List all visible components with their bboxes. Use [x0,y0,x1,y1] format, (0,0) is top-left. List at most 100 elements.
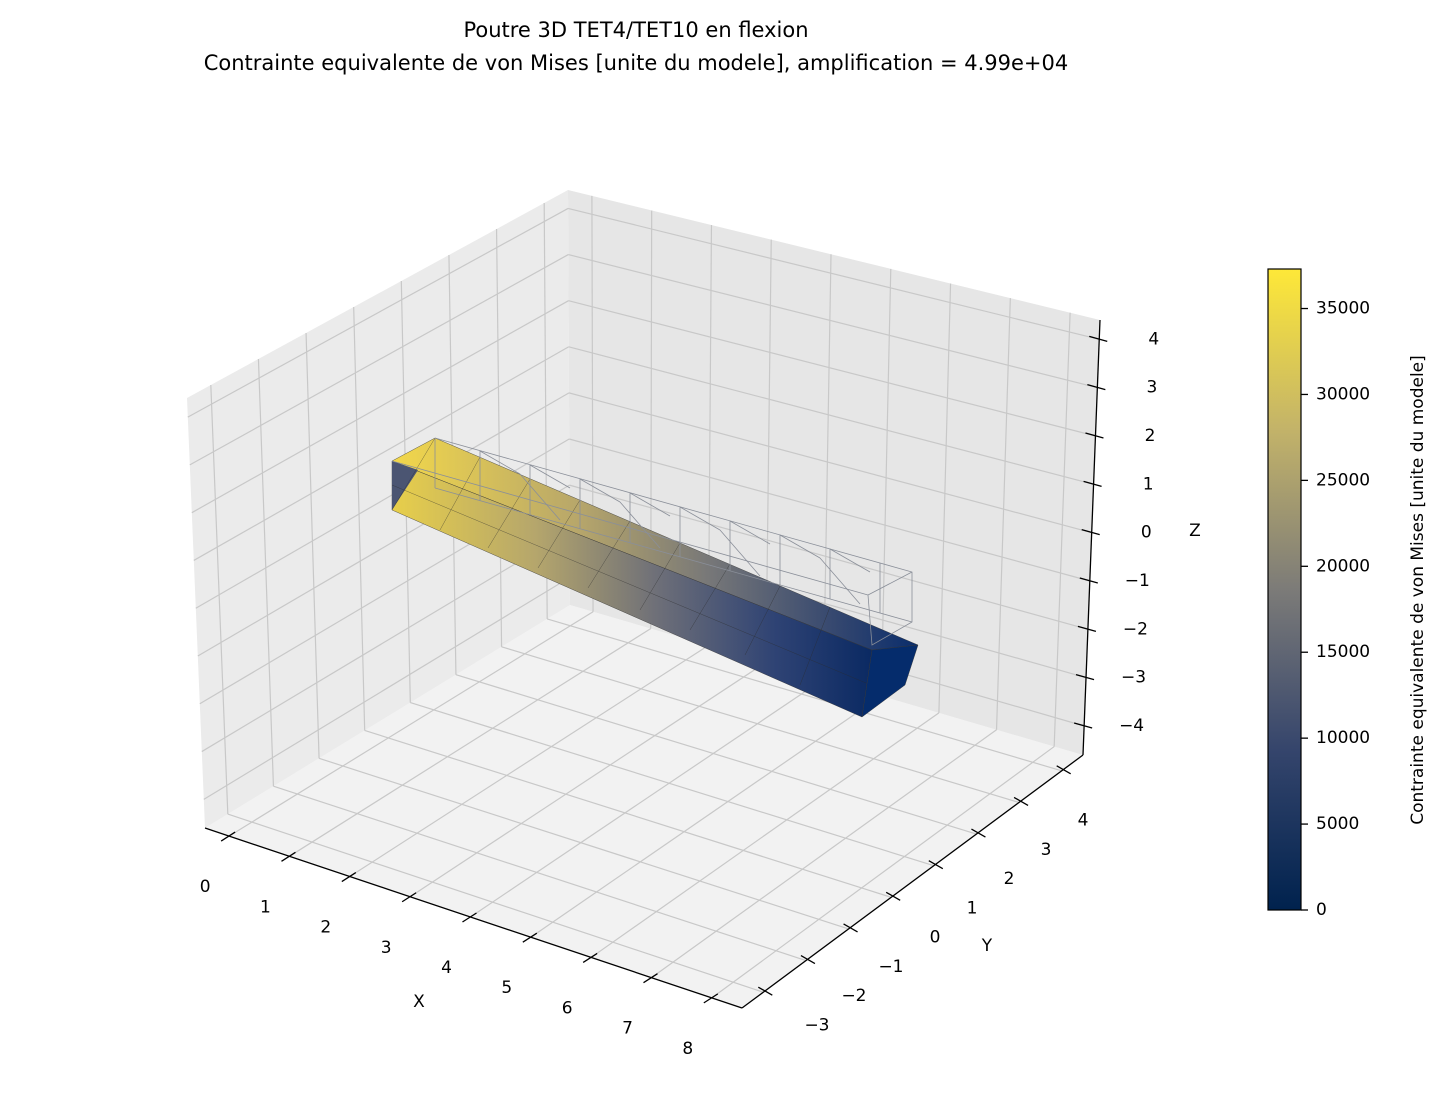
z-axis-line [1082,319,1101,756]
grid-line [191,300,569,514]
colorbar-tick-label: 35000 [1316,299,1370,319]
z-axis-label: Z [1189,521,1201,541]
x-axis-line [204,827,743,1009]
x-tick [401,892,417,903]
z-tick [1087,384,1106,391]
colorbar-tick-label: 5000 [1316,814,1359,834]
grid-line [210,384,229,815]
y-tick [800,954,816,965]
grid-line [568,392,1092,534]
x-tick-label: 1 [260,897,271,917]
grid-line [568,346,1094,485]
beam-root [392,461,418,510]
x-tick-label: 6 [562,998,573,1018]
colorbar-tick-label: 10000 [1316,728,1370,748]
grid-line [201,530,570,753]
grid-line [501,646,1020,804]
x-tick-label: 3 [381,938,392,958]
beam-mesh [391,437,919,718]
grid-line [711,746,1055,999]
x-tick-label: 5 [501,978,512,998]
z-tick-label: 4 [1148,329,1159,349]
grid-line [203,576,571,800]
y-tick-label: 3 [1041,840,1052,860]
grid-line [409,661,767,898]
grid-line [195,392,570,609]
z-tick [1089,335,1108,342]
beam-edges [391,437,867,686]
y-tick [1013,796,1029,807]
axes: 0 1 2 3 4 5 6 7 8 −3 −2 −1 0 1 2 3 4 −4 −3 −2 −1 0 1 2 3 4 [200,319,1159,1059]
grid-line [938,283,952,713]
y-tick-label: −2 [841,986,866,1006]
z-tick-label: 0 [1141,523,1152,543]
x-tick-label: 4 [441,958,452,978]
chart-subtitle: Contrainte equivalente de von Mises [uni… [204,51,1069,75]
x-tick-label: 8 [682,1039,693,1059]
z-tick-label: −4 [1119,716,1144,736]
z-tick [1077,625,1097,632]
y-tick [971,828,986,838]
y-tick [885,891,901,901]
grid-line [349,644,709,878]
grid-line [568,300,1096,437]
y-tick-label: 1 [967,898,978,918]
grid-line [547,618,1062,772]
beam-end [861,644,919,718]
grid [187,195,1100,999]
y-tick-label: 0 [930,928,941,948]
z-tick [1081,529,1100,536]
grid-line [880,268,892,697]
grid-line [568,253,1098,389]
grid-line [530,695,882,938]
x-tick [220,831,236,842]
x-tick [703,993,719,1004]
x-axis-label: X [413,992,425,1012]
colorbar-tick-label: 20000 [1316,556,1370,576]
z-tick-label: 2 [1145,426,1156,446]
x-tick [582,952,598,963]
x-tick-label: 0 [200,877,211,897]
grid-line [455,674,977,835]
colorbar-tick-label: 0 [1316,900,1327,920]
grid-line [193,346,570,561]
grid-line [305,332,320,759]
x-tick-label: 7 [622,1019,633,1039]
z-tick [1085,432,1104,439]
y-tick-label: 2 [1004,869,1015,889]
y-axis-label: Y [981,936,993,956]
grid-line [651,729,997,979]
z-tick-label: −1 [1125,571,1150,591]
x-tick [643,973,658,984]
colorbar-tick-label: 15000 [1316,642,1370,662]
grid-line [1053,312,1071,747]
y-tick [843,923,858,933]
z-tick [1083,480,1102,487]
x-tick [281,851,296,862]
grid-line [569,484,1089,630]
left-panel [187,190,570,828]
y-tick [757,986,773,996]
colorbar [1267,268,1302,911]
grid-line [364,729,892,898]
grid-line [569,438,1090,582]
grid-line [495,228,503,647]
z-tick-label: −3 [1121,668,1146,688]
undeformed-wireframe [391,437,913,646]
x-tick-label: 2 [320,918,331,938]
colorbar-tick-label: 25000 [1316,470,1370,490]
y-tick [1056,765,1072,775]
y-tick-label: −1 [878,957,903,977]
grid-line [318,757,849,930]
grid-line [995,298,1011,730]
grid-line [567,207,1100,340]
grid-line [410,701,934,867]
chart-title: Poutre 3D TET4/TET10 en flexion [463,18,808,42]
grid-line [289,628,652,857]
grid-line [353,306,366,731]
x-tick [341,871,357,883]
y-axis-line [741,754,1084,1009]
z-tick-label: 1 [1143,474,1154,494]
z-tick-label: −2 [1123,619,1148,639]
